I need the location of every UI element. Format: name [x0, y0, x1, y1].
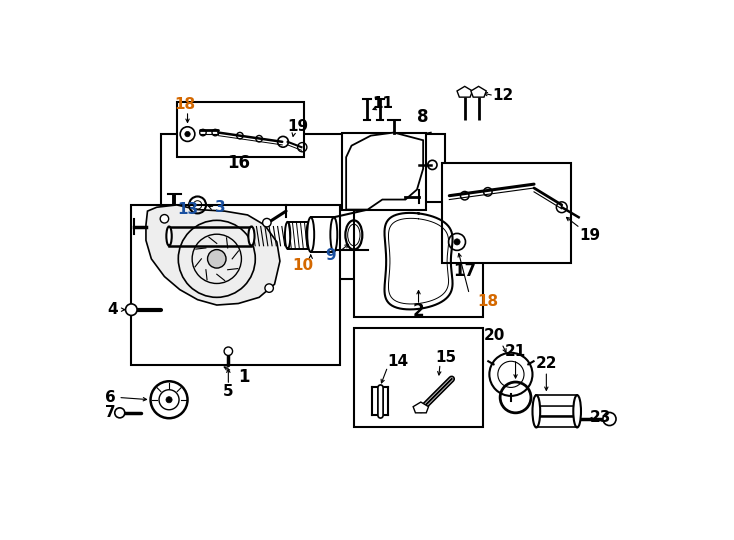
Polygon shape: [146, 205, 280, 305]
Text: 22: 22: [536, 356, 557, 371]
Circle shape: [263, 218, 271, 227]
Text: 15: 15: [436, 350, 457, 365]
Ellipse shape: [307, 222, 312, 249]
Text: 14: 14: [387, 354, 408, 369]
Text: 3: 3: [215, 200, 226, 215]
Bar: [177, 102, 304, 157]
Text: 11: 11: [372, 96, 393, 111]
Circle shape: [224, 347, 233, 355]
Text: 12: 12: [493, 88, 514, 103]
Ellipse shape: [285, 222, 291, 249]
Text: 4: 4: [107, 302, 118, 317]
Bar: [442, 164, 571, 264]
Text: 18: 18: [174, 97, 195, 112]
Circle shape: [185, 131, 190, 137]
Ellipse shape: [308, 217, 314, 252]
Circle shape: [454, 239, 460, 245]
Text: 18: 18: [477, 294, 498, 309]
Ellipse shape: [248, 226, 255, 246]
Ellipse shape: [330, 217, 338, 252]
Text: 8: 8: [418, 108, 429, 126]
Text: 21: 21: [505, 344, 526, 359]
Ellipse shape: [532, 395, 540, 428]
Text: 2: 2: [413, 302, 424, 320]
Circle shape: [115, 408, 125, 418]
Bar: [161, 134, 445, 279]
Circle shape: [166, 397, 172, 403]
Text: 17: 17: [453, 262, 476, 280]
Circle shape: [126, 304, 137, 315]
Text: 5: 5: [223, 384, 233, 399]
Text: 16: 16: [227, 153, 250, 172]
Text: 13: 13: [177, 202, 198, 217]
Text: 6: 6: [105, 390, 116, 405]
Circle shape: [208, 249, 226, 268]
Text: 9: 9: [325, 248, 336, 264]
Ellipse shape: [573, 395, 581, 428]
Ellipse shape: [167, 226, 172, 246]
Circle shape: [603, 413, 616, 426]
Bar: [131, 205, 340, 365]
Bar: [354, 202, 483, 318]
Polygon shape: [346, 132, 423, 210]
Polygon shape: [457, 86, 473, 97]
Text: 23: 23: [589, 410, 611, 425]
Bar: [354, 328, 483, 427]
Text: 10: 10: [292, 258, 313, 273]
Text: 19: 19: [287, 119, 308, 134]
Bar: [341, 132, 426, 210]
Text: 7: 7: [105, 406, 116, 420]
Circle shape: [160, 214, 169, 223]
Circle shape: [265, 284, 273, 292]
Polygon shape: [471, 86, 487, 97]
Text: 1: 1: [238, 368, 250, 386]
Text: 19: 19: [580, 228, 601, 243]
Text: 20: 20: [483, 328, 505, 343]
Polygon shape: [413, 402, 429, 413]
